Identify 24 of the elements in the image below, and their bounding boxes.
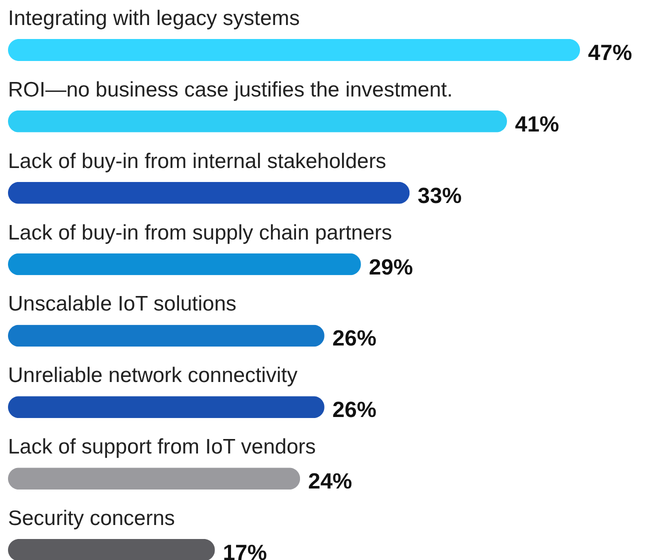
bar — [8, 324, 324, 347]
y-tick-label: Lack of buy-in from internal stakeholders — [8, 150, 386, 173]
y-tick-label: ROI—no business case justifies the investment. — [8, 78, 453, 102]
data-label: 26% — [332, 397, 376, 422]
data-label: 17% — [222, 540, 267, 560]
y-tick-label: Unscalable IoT solutions — [8, 292, 236, 316]
data-label: 47% — [588, 40, 632, 65]
bar — [8, 468, 300, 490]
data-label: 24% — [308, 468, 352, 494]
bar — [8, 39, 580, 61]
y-tick-label: Unreliable network connectivity — [8, 364, 298, 388]
bar — [8, 396, 324, 418]
bar — [8, 110, 507, 132]
y-tick-label: Lack of buy-in from supply chain partners — [8, 221, 392, 244]
bar — [8, 182, 410, 204]
data-label: 26% — [332, 326, 376, 351]
data-label: 29% — [368, 254, 413, 280]
y-tick-label: Integrating with legacy systems — [8, 7, 300, 30]
y-tick-label: Lack of support from IoT vendors — [8, 436, 316, 459]
bar — [8, 539, 215, 560]
bar — [8, 253, 361, 276]
y-tick-label: Security concerns — [8, 507, 175, 530]
data-label: 41% — [514, 111, 560, 136]
data-label: 33% — [418, 182, 462, 208]
